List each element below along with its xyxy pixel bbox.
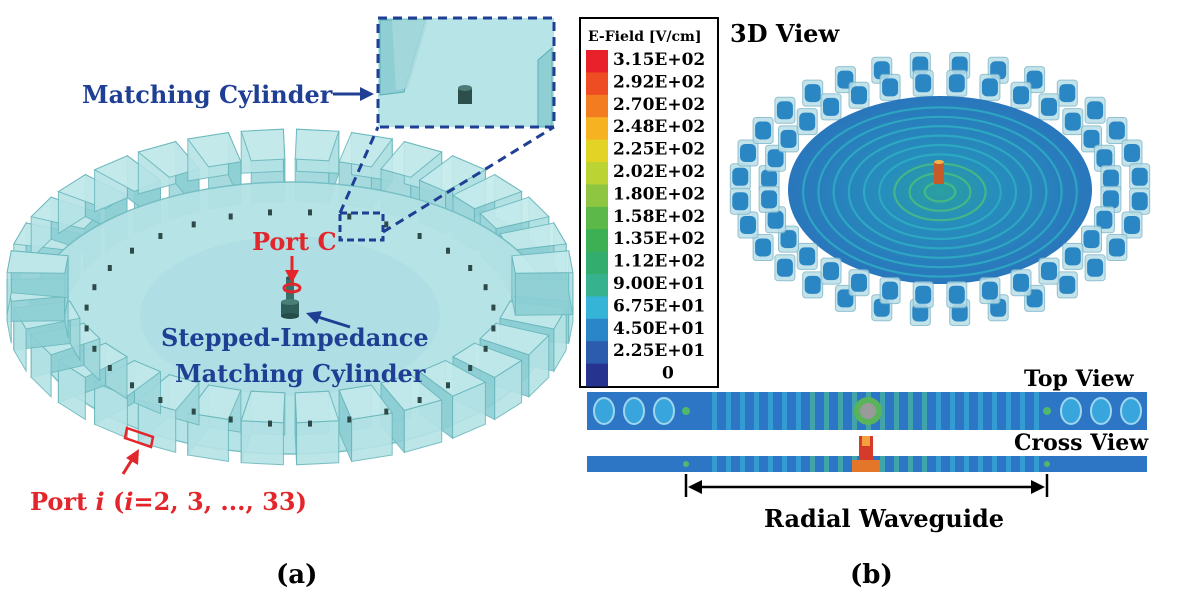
zoom-line-right xyxy=(382,125,555,234)
stepped-label-line2: Matching Cylinder xyxy=(175,359,426,388)
legend-label: 2.70E+02 xyxy=(613,95,705,115)
legend-label: 3.15E+02 xyxy=(613,50,705,70)
cross-view-strip xyxy=(587,436,1147,472)
panel-a-arrows xyxy=(121,87,374,475)
legend-label: 1.12E+02 xyxy=(613,252,705,272)
matching-cylinder-box xyxy=(338,211,385,242)
view-3d-blocks xyxy=(729,52,1151,193)
legend-label: 2.92E+02 xyxy=(613,72,705,92)
legend-swatch xyxy=(586,341,608,365)
matching-cylinder-label: Matching Cylinder xyxy=(82,80,333,109)
port-i-marker xyxy=(123,426,155,449)
top-view-label: Top View xyxy=(1024,366,1135,392)
legend-label: 1.80E+02 xyxy=(613,184,705,204)
legend-swatch xyxy=(586,184,608,208)
legend-label: 0 xyxy=(662,364,674,384)
legend-label: 1.35E+02 xyxy=(613,229,705,249)
top-view-strip xyxy=(587,392,1147,430)
legend-title: E-Field [V/cm] xyxy=(588,29,701,45)
legend-labels: 3.15E+022.92E+02 2.70E+022.48E+02 2.25E+02… xyxy=(613,50,705,384)
panel-a-structure xyxy=(6,16,574,466)
legend-swatch xyxy=(586,206,608,230)
radial-waveguide-dimension xyxy=(684,474,1049,497)
legend-swatch xyxy=(586,318,608,342)
legend-swatch xyxy=(586,296,608,320)
view-3d xyxy=(729,52,1151,326)
cross-view-label: Cross View xyxy=(1014,430,1149,456)
port-i-label: Port i (i=2, 3, ..., 33) xyxy=(30,487,307,516)
caption-b: (b) xyxy=(850,560,893,590)
legend-label: 9.00E+01 xyxy=(613,274,705,294)
legend-label: 2.25E+01 xyxy=(613,341,705,361)
stepped-label-line1: Stepped-Impedance xyxy=(161,323,429,352)
legend-swatches xyxy=(586,50,608,387)
port-c-label: Port C xyxy=(252,227,337,256)
legend-label: 4.50E+01 xyxy=(613,319,705,339)
view-3d-label: 3D View xyxy=(730,19,840,48)
view-3d-rings xyxy=(802,106,1078,278)
legend-swatch xyxy=(586,50,608,73)
legend-swatch xyxy=(586,251,608,275)
zoom-line-left xyxy=(338,126,380,214)
legend-label: 2.25E+02 xyxy=(613,140,705,160)
zoom-inset xyxy=(376,16,556,129)
waveguide-fins-front xyxy=(6,250,574,466)
port-c-ring xyxy=(282,282,302,294)
legend-swatch xyxy=(586,139,608,163)
legend-label: 2.02E+02 xyxy=(613,162,705,182)
legend-swatch xyxy=(586,274,608,297)
legend-swatch xyxy=(586,162,608,185)
view-3d-blocks-front xyxy=(729,185,1151,326)
legend-swatch xyxy=(586,363,608,387)
legend-swatch xyxy=(586,117,608,141)
caption-a: (a) xyxy=(276,560,317,590)
legend-swatch xyxy=(586,72,608,96)
legend-label: 2.48E+02 xyxy=(613,117,705,137)
legend: E-Field [V/cm] 3.15E+022.92E+022.70E+022… xyxy=(579,17,719,388)
legend-swatch xyxy=(586,94,608,118)
radial-waveguide-label: Radial Waveguide xyxy=(764,504,1004,533)
port-markers xyxy=(84,209,496,427)
legend-label: 6.75E+01 xyxy=(613,296,705,316)
legend-swatch xyxy=(586,229,608,253)
legend-label: 1.58E+02 xyxy=(613,207,705,227)
